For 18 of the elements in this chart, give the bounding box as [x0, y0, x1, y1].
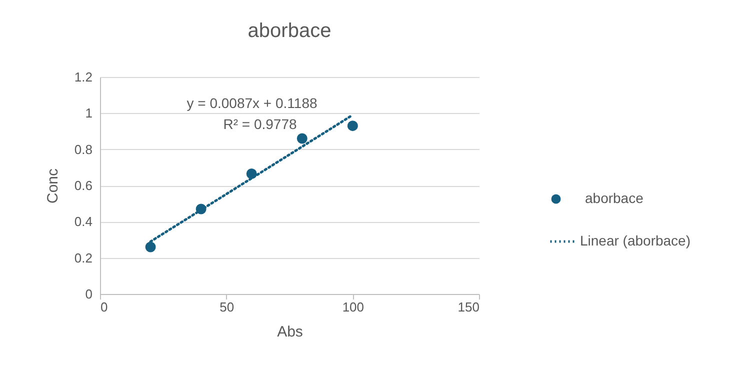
x-tick-label: 50 [220, 300, 234, 314]
x-tick-label: 0 [100, 300, 108, 314]
y-axis-title: Conc [44, 168, 62, 204]
annotation: y = 0.0087x + 0.1188 [186, 95, 318, 111]
legend-label: aborbace [585, 190, 644, 206]
y-tick-label: 0.4 [74, 214, 92, 230]
annotation: R² = 0.9778 [223, 116, 297, 132]
y-tick-label: 0.8 [74, 142, 92, 157]
x-axis-title: Abs [277, 324, 303, 340]
chart-title: aborbace [248, 20, 332, 42]
y-tick-label: 0 [85, 286, 92, 302]
x-tick-label: 150 [458, 300, 480, 314]
y-tick-label: 1.2 [74, 70, 92, 84]
y-tick-label: 1 [85, 106, 92, 121]
legend-label: Linear (aborbace) [580, 232, 691, 248]
y-tick-label: 0.6 [74, 178, 92, 193]
x-tick-label: 100 [342, 300, 364, 314]
y-tick-label: 0.2 [74, 250, 92, 266]
